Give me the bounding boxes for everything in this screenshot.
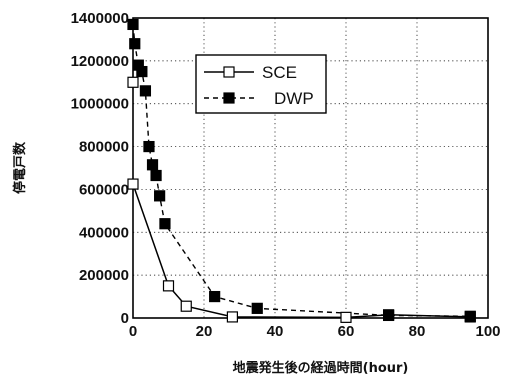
- data-point-dwp: [146, 159, 159, 171]
- y-tick-labels: 0 200000 400000 600000 800000 1000000 1200000 1…: [71, 10, 129, 327]
- x-tick-label: 80: [409, 323, 426, 340]
- x-tick-label: 0: [129, 323, 137, 340]
- y-tick-label: 200000: [79, 267, 129, 284]
- data-point-dwp: [143, 140, 155, 153]
- y-tick-label: 1400000: [71, 10, 129, 27]
- data-point-dwp: [464, 310, 476, 322]
- data-point-dwp: [154, 190, 166, 202]
- y-tick-label: 800000: [79, 139, 129, 156]
- y-tick-label: 600000: [79, 181, 129, 198]
- data-point-sce: [180, 300, 192, 312]
- legend-marker-sce: [223, 66, 235, 78]
- data-point-dwp: [136, 65, 148, 78]
- data-point-dwp: [383, 309, 395, 322]
- data-point-dwp: [251, 302, 263, 314]
- data-point-dwp: [129, 38, 141, 50]
- data-point-dwp: [127, 18, 139, 31]
- data-point-dwp: [209, 290, 221, 303]
- x-tick-label: 40: [267, 323, 284, 340]
- legend-label-dwp: DWP: [274, 89, 314, 108]
- plot-frame: [132, 17, 489, 319]
- x-tick-labels: 0 20 40 60 80 100: [129, 323, 501, 340]
- x-tick-label: 20: [196, 323, 213, 340]
- data-point-sce: [226, 311, 238, 323]
- legend-box: [195, 54, 327, 114]
- y-axis-label: 停電戸数: [12, 141, 28, 194]
- y-tick-label: 1200000: [71, 53, 129, 70]
- data-point-sce: [340, 311, 352, 323]
- x-tick-label: 100: [475, 323, 500, 340]
- legend-label-sce: SCE: [262, 63, 297, 82]
- data-point-sce: [162, 280, 175, 292]
- data-point-dwp: [150, 169, 162, 182]
- data-point-dwp: [159, 218, 171, 230]
- series-markers: [127, 18, 476, 323]
- y-tick-label: 400000: [79, 224, 129, 241]
- x-axis-label: 地震発生後の経過時間(hour): [233, 360, 409, 376]
- data-point-dwp: [139, 85, 152, 97]
- x-tick-label: 60: [338, 323, 355, 340]
- data-point-sce: [127, 178, 139, 190]
- legend: SCE DWP: [195, 54, 327, 114]
- data-point-sce: [127, 76, 139, 88]
- y-tick-label: 0: [121, 310, 129, 327]
- y-tick-label: 1000000: [71, 96, 129, 113]
- legend-marker-dwp: [223, 92, 235, 104]
